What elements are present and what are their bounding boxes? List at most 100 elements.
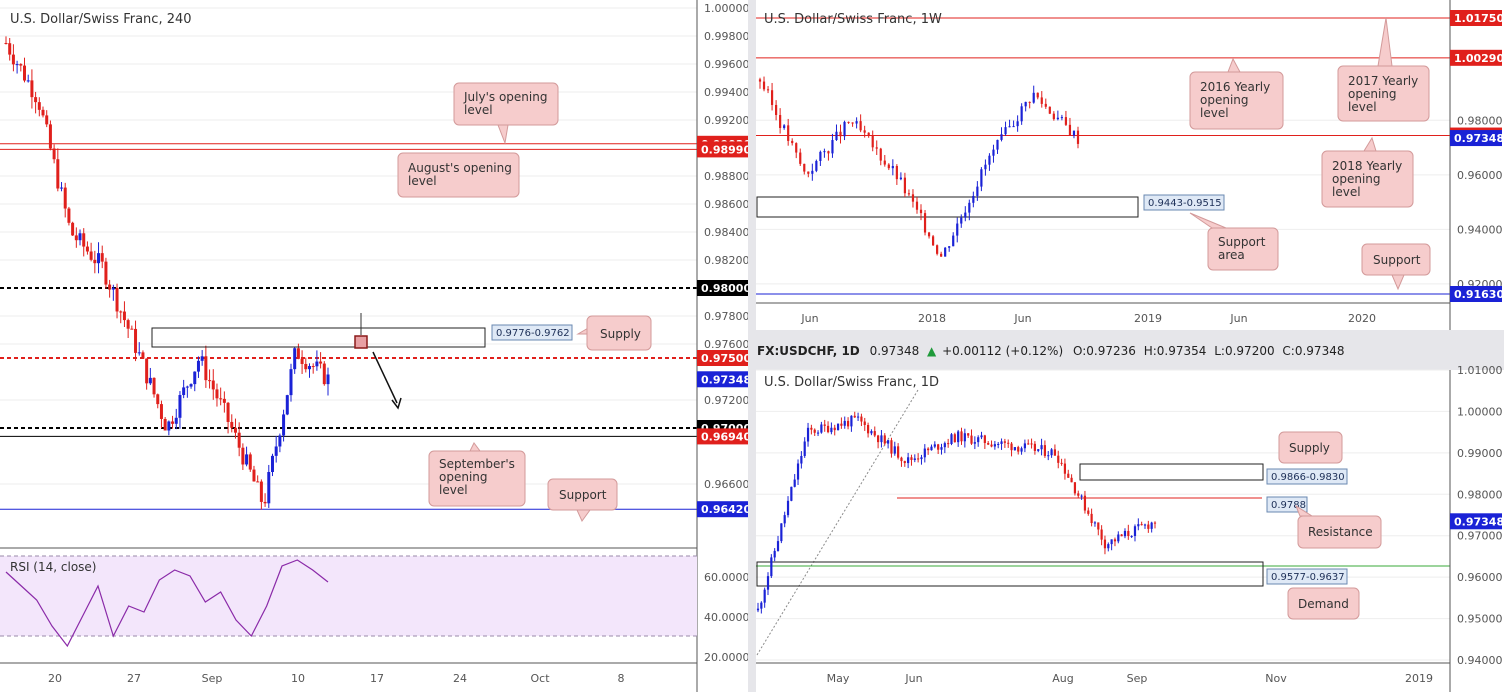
candle-body <box>241 447 245 465</box>
candle-body <box>1027 443 1030 445</box>
candle-body <box>319 361 323 364</box>
candle-body <box>830 427 833 433</box>
supply-zone-daily <box>1079 463 1264 481</box>
price-tick: 0.94000 <box>1457 654 1503 667</box>
time-label: Oct <box>530 672 550 685</box>
candle-body <box>923 448 926 458</box>
rsi-line <box>5 559 329 648</box>
candle-body <box>293 348 297 370</box>
candle-body <box>903 177 907 194</box>
candle-body <box>34 97 38 103</box>
rsi-band <box>0 556 697 636</box>
candle-body <box>48 124 52 149</box>
candle-body <box>773 550 776 558</box>
rsi-axis: 60.0000 40.0000 20.0000 <box>704 571 750 664</box>
candle-body <box>877 435 880 443</box>
candle-body <box>843 121 846 137</box>
panel-weekly[interactable]: 0.9443-0.9515 U.S. Dollar/Swiss Franc, 1… <box>756 0 1504 330</box>
svg-text:Resistance: Resistance <box>1308 525 1373 539</box>
panel-daily[interactable]: 0.9866-0.9830 0.9788 0.9577-0.9637 U.S. … <box>756 364 1504 692</box>
candle-body <box>760 602 763 609</box>
candle-body <box>171 421 175 424</box>
candle-body <box>1052 113 1055 120</box>
candle-body <box>970 435 973 444</box>
price-tag <box>697 141 749 158</box>
candle-body <box>1017 447 1020 452</box>
candle-body <box>799 152 802 164</box>
supply-range-daily: 0.9866-0.9830 <box>1271 472 1345 483</box>
price-tick: 0.99600 <box>704 58 750 71</box>
candle-body <box>930 446 933 451</box>
rsi-tick: 60.0000 <box>704 571 750 584</box>
candle-body <box>115 287 119 312</box>
candle-body <box>988 155 991 165</box>
candle-body <box>1020 448 1023 452</box>
candle-body <box>108 284 112 290</box>
price-tick: 0.97800 <box>704 310 750 323</box>
candle-body <box>762 81 766 90</box>
quote-up-arrow-icon: ▲ <box>927 344 937 358</box>
demand-range-daily: 0.9577-0.9637 <box>1271 572 1345 583</box>
candle-body <box>156 394 160 405</box>
candle-body <box>823 424 826 426</box>
rsi-tick: 40.0000 <box>704 611 750 624</box>
candle-body <box>803 163 806 172</box>
candle-body <box>839 131 842 137</box>
price-tick: 0.99800 <box>704 30 750 43</box>
candle-body <box>182 387 186 396</box>
candle-body <box>983 435 986 444</box>
candle-body <box>931 236 935 246</box>
candle-body <box>867 132 870 136</box>
candle-body <box>1047 455 1050 457</box>
candle-body <box>800 455 803 464</box>
candle-body <box>1012 126 1015 128</box>
candle-body <box>1060 462 1063 464</box>
price-tag-label: 0.91630 <box>1454 288 1504 301</box>
candle-body <box>923 213 927 233</box>
candle-body <box>891 166 894 169</box>
candle-body <box>30 80 34 98</box>
candle-body <box>97 253 101 264</box>
candle-body <box>810 427 813 430</box>
candle-body <box>219 398 223 400</box>
candle-body <box>315 361 319 367</box>
candle-body <box>863 130 866 133</box>
candle-body <box>67 208 71 223</box>
candle-body <box>783 125 786 128</box>
candle-body <box>990 444 993 447</box>
price-tag-label: 0.98990 <box>701 143 751 156</box>
price-tag <box>697 501 749 518</box>
rsi-tick: 20.0000 <box>704 651 750 664</box>
callout-september-opening: September's opening level <box>428 442 526 507</box>
time-label: 2018 <box>918 312 946 325</box>
candle-body <box>952 235 955 247</box>
candle-body <box>879 148 882 161</box>
price-tag-label: 0.97348 <box>701 373 751 386</box>
candle-body <box>1036 92 1039 98</box>
candle-body <box>163 418 167 431</box>
candle-body <box>996 139 999 150</box>
candle-body <box>783 515 786 524</box>
candle-body <box>919 209 923 214</box>
candle-body <box>52 148 56 160</box>
candle-body <box>987 443 990 445</box>
price-tick: 0.99000 <box>1457 447 1503 460</box>
candle-body <box>770 90 774 105</box>
supply-range-label: 0.9776-0.9762 <box>496 328 570 339</box>
price-tag-label: 0.97348 <box>1454 132 1504 145</box>
candle-body <box>875 147 878 149</box>
candle-body <box>871 135 874 148</box>
price-tag <box>697 280 749 296</box>
quote-last: 0.97348 <box>870 344 920 358</box>
panel-4h[interactable]: U.S. Dollar/Swiss Franc, 240 0.9776-0.97… <box>0 0 751 692</box>
candle-body <box>1107 544 1110 549</box>
candle-body <box>19 64 23 66</box>
callout-2017-opening: 2017 Yearly opening level <box>1337 17 1430 122</box>
time-label: 2020 <box>1348 312 1376 325</box>
price-tick: 0.95000 <box>1457 613 1503 626</box>
candle-body <box>1103 539 1107 549</box>
price-tick: 0.96000 <box>1457 571 1503 584</box>
candle-body <box>950 434 953 444</box>
